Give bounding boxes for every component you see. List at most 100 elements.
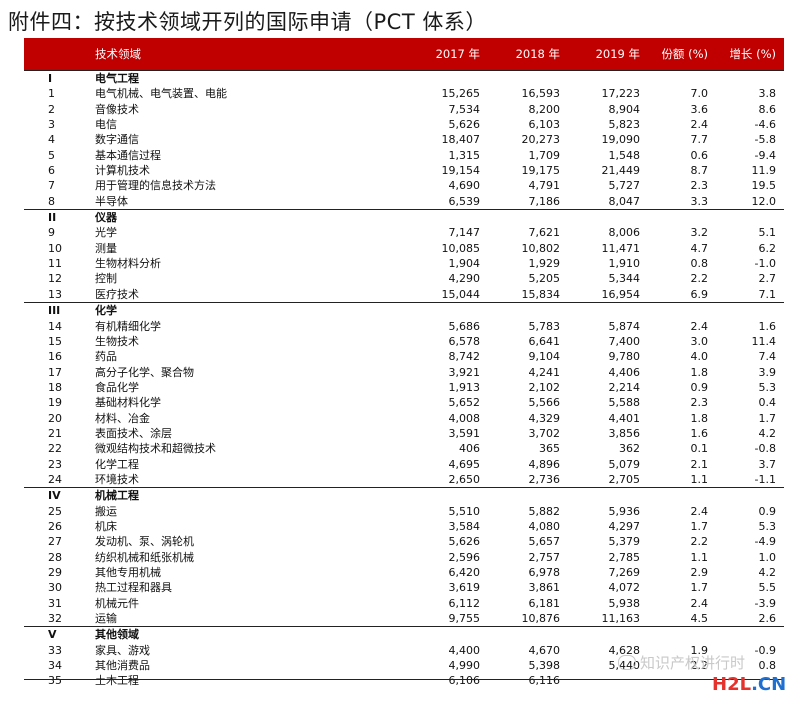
cell-y2019: 362: [619, 442, 640, 456]
cell-y2017: 9,755: [448, 612, 481, 626]
cell-y2017: 15,044: [441, 287, 481, 301]
cell-y2018: 10,876: [521, 612, 561, 626]
cell-share: 2.2: [690, 535, 709, 549]
cell-share: 1.7: [690, 519, 709, 533]
header-share: 份额 (%): [661, 47, 708, 61]
row-number: 16: [48, 350, 62, 364]
cell-y2017: 3,584: [448, 519, 481, 533]
row-number: 28: [48, 550, 62, 564]
cell-y2019: 11,163: [601, 612, 641, 626]
cell-y2019: 1,910: [608, 257, 641, 271]
cell-share: 8.7: [690, 164, 709, 178]
cell-y2017: 6,578: [448, 334, 481, 348]
field-name: 发动机、泵、涡轮机: [95, 535, 194, 549]
cell-growth: -0.8: [754, 442, 776, 456]
row-number: 35: [48, 674, 62, 688]
section-number: II: [48, 211, 57, 225]
field-name: 基础材料化学: [95, 396, 161, 410]
row-number: 20: [48, 411, 62, 425]
cell-y2018: 20,273: [521, 133, 561, 147]
section-name: 化学: [95, 304, 117, 318]
cell-share: 0.1: [690, 442, 709, 456]
cell-y2019: 8,904: [608, 102, 641, 116]
cell-share: 3.6: [690, 102, 709, 116]
cell-growth: 11.9: [751, 164, 777, 178]
cell-y2017: 19,154: [441, 164, 481, 178]
header-growth: 增长 (%): [729, 47, 776, 61]
cell-growth: 19.5: [751, 179, 777, 193]
cell-y2019: 9,780: [608, 350, 641, 364]
cell-y2019: 16,954: [601, 287, 641, 301]
cell-share: 7.0: [690, 87, 709, 101]
row-number: 19: [48, 396, 62, 410]
cell-y2017: 4,008: [448, 411, 481, 425]
table-row: 28 纺织机械和纸张机械 2,596 2,757 2,785 1.1 1.0: [24, 550, 784, 565]
pct-table: 技术领域 2017 年 2018 年 2019 年 份额 (%) 增长 (%) …: [24, 38, 784, 689]
header-2017: 2017 年: [435, 47, 480, 61]
field-name: 光学: [95, 226, 117, 240]
logo-part-b: .CN: [751, 674, 787, 695]
cell-y2018: 1,709: [528, 148, 561, 162]
row-number: 12: [48, 272, 62, 286]
cell-y2017: 18,407: [441, 133, 481, 147]
cell-y2018: 6,181: [528, 596, 561, 610]
field-name: 生物技术: [95, 334, 139, 348]
cell-y2017: 6,106: [448, 674, 481, 688]
table-row: 32 运输 9,755 10,876 11,163 4.5 2.6: [24, 611, 784, 626]
row-number: 7: [48, 179, 55, 193]
table-row: 23 化学工程 4,695 4,896 5,079 2.1 3.7: [24, 457, 784, 472]
cell-share: 2.2: [690, 272, 709, 286]
cell-growth: -3.9: [754, 596, 776, 610]
row-number: 22: [48, 442, 62, 456]
cell-share: 3.2: [690, 226, 709, 240]
cell-y2019: 7,269: [608, 566, 641, 579]
cell-y2017: 4,290: [448, 272, 481, 286]
field-name: 音像技术: [95, 102, 139, 116]
table-bottom-rule: [24, 679, 784, 680]
cell-growth: -0.9: [754, 643, 776, 657]
section-name: 仪器: [95, 211, 117, 225]
cell-y2018: 5,783: [528, 319, 561, 333]
table-row: 18 食品化学 1,913 2,102 2,214 0.9 5.3: [24, 380, 784, 395]
field-name: 化学工程: [95, 457, 139, 471]
cell-growth: -1.1: [754, 472, 776, 486]
cell-y2017: 7,147: [448, 226, 481, 240]
field-name: 有机精细化学: [95, 319, 161, 333]
cell-y2019: 19,090: [601, 133, 641, 147]
cell-growth: 0.8: [758, 659, 777, 673]
cell-growth: 11.4: [751, 334, 777, 348]
cell-y2018: 7,186: [528, 194, 561, 208]
field-name: 搬运: [95, 504, 117, 518]
cell-y2017: 406: [459, 442, 480, 456]
field-name: 其他消费品: [95, 659, 150, 673]
cell-growth: 5.3: [758, 380, 777, 394]
cell-share: 1.1: [690, 472, 709, 486]
row-number: 33: [48, 643, 62, 657]
row-number: 14: [48, 319, 62, 333]
cell-y2017: 4,695: [448, 457, 481, 471]
cell-y2017: 4,990: [448, 659, 481, 673]
row-number: 21: [48, 426, 62, 440]
table-row: 33 家具、游戏 4,400 4,670 4,628 1.9 -0.9: [24, 643, 784, 658]
cell-y2017: 2,650: [448, 472, 481, 486]
cell-y2019: 5,874: [608, 319, 641, 333]
cell-y2017: 1,315: [448, 148, 481, 162]
field-name: 控制: [95, 272, 117, 286]
cell-y2019: 11,471: [601, 241, 641, 255]
row-number: 17: [48, 365, 62, 379]
cell-y2019: 4,406: [608, 365, 641, 379]
cell-growth: 7.1: [758, 287, 777, 301]
cell-y2019: 2,705: [608, 472, 641, 486]
table-row: 34 其他消费品 4,990 5,398 5,440 2.2 0.8: [24, 658, 784, 673]
cell-share: 1.8: [690, 365, 709, 379]
cell-y2018: 3,702: [528, 426, 561, 440]
cell-growth: 4.2: [758, 426, 777, 440]
cell-y2018: 8,200: [528, 102, 561, 116]
cell-y2018: 5,205: [528, 272, 561, 286]
cell-growth: -1.0: [754, 257, 776, 271]
cell-y2019: 5,344: [608, 272, 641, 286]
cell-y2018: 3,861: [528, 581, 561, 595]
table-row: 6 计算机技术 19,154 19,175 21,449 8.7 11.9: [24, 163, 784, 178]
field-name: 电气机械、电气装置、电能: [95, 87, 227, 101]
site-logo: H2L.CN: [712, 674, 786, 695]
